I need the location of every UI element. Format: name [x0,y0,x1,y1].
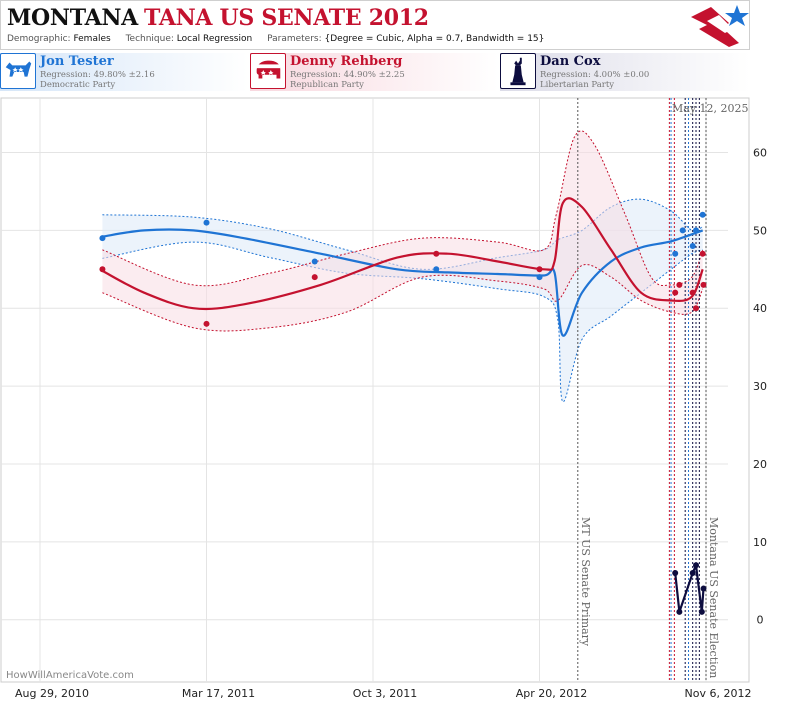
poll-point [536,274,543,281]
x-tick-label: Apr 20, 2012 [516,687,588,700]
parameter-line: Demographic: Females Technique: Local Re… [7,34,556,44]
poll-point [700,281,707,288]
trend-line [102,228,704,337]
poll-point [536,266,543,273]
annotation-label: Montana US Senate Election [707,517,720,678]
confidence-lower-line [102,241,703,403]
poll-point [99,235,106,242]
x-tick-label: Nov 6, 2012 [685,687,752,700]
poll-point [99,266,106,273]
donkey-icon [0,53,36,89]
y-tick-label: 10 [753,536,767,549]
candidate-name: Dan Cox [540,54,601,69]
y-tick-label: 30 [753,380,767,393]
axes: 0 10 20 30 40 50 60 Aug 29, 2010 Mar 17, 2011 Oct… [15,147,767,700]
y-tick-label: 0 [757,614,764,627]
confidence-upper-line [102,130,704,287]
site-logo-icon [691,5,749,47]
confidence-bands [102,130,704,403]
technique-value: Local Regression [176,34,253,44]
y-tick-label: 60 [753,147,767,160]
candidate-regression: Regression: 49.80% ±2.16 [40,70,155,80]
poll-point [700,585,707,592]
poll-point [676,281,683,288]
poll-point [676,608,683,615]
page-title: MONTANA TANA US SENATE 2012 [7,5,429,31]
event-lines: MT US Senate Primary Montana US Senate El… [577,98,720,682]
poll-point [672,289,679,296]
chart-header: MONTANA TANA US SENATE 2012 Demographic: … [0,0,750,50]
date-label: May 12, 2025 [672,102,749,115]
parameters-label: Parameters: [267,34,322,44]
poll-point [689,289,696,296]
candidate-card-tester: Jon Tester Regression: 49.80% ±2.16 Demo… [0,53,248,91]
poll-points [99,211,707,615]
x-tick-label: Mar 17, 2011 [182,687,255,700]
candidate-party: Republican Party [290,80,364,90]
trend-line [674,564,705,613]
x-tick-label: Oct 3, 2011 [353,687,418,700]
annotation-label: MT US Senate Primary [579,517,592,647]
title-race: TANA US SENATE 2012 [143,5,429,31]
elephant-icon [250,53,286,89]
candidate-name: Jon Tester [40,54,114,69]
y-tick-label: 20 [753,458,767,471]
poll-point [311,274,318,281]
poll-point [672,250,679,257]
plot-frame [0,97,750,683]
poll-point [203,320,210,327]
confidence-band [102,130,703,331]
candidate-regression: Regression: 4.00% ±0.00 [540,70,650,80]
poll-point [693,305,700,312]
poll-point [689,242,696,249]
poll-point [672,569,679,576]
candidate-party: Democratic Party [40,80,116,90]
poll-point [699,211,706,218]
y-tick-label: 40 [753,302,767,315]
confidence-lower-line [102,264,704,332]
technique-label: Technique: [125,34,174,44]
candidate-card-rehberg: Denny Rehberg Regression: 44.90% ±2.25 R… [250,53,498,91]
poll-point [693,227,700,234]
x-tick-label: Aug 29, 2010 [15,687,89,700]
parameters-value: {Degree = Cubic, Alpha = 0.7, Bandwidth … [324,34,545,44]
poll-point [433,266,440,273]
poll-point [699,250,706,257]
poll-point [433,250,440,257]
demographic-label: Demographic: [7,34,71,44]
demographic-value: Females [73,34,111,44]
poll-point [689,569,696,576]
statue-of-liberty-icon [500,53,536,89]
y-tick-label: 50 [753,224,767,237]
poll-point [679,227,686,234]
poll-point [698,608,705,615]
site-watermark: HowWillAmericaVote.com [6,670,134,681]
title-state: MONTANA [7,5,138,31]
candidate-card-cox: Dan Cox Regression: 4.00% ±0.00 Libertar… [500,53,750,91]
poll-point [203,219,210,226]
poll-point [311,258,318,265]
candidate-legend: Jon Tester Regression: 49.80% ±2.16 Demo… [0,53,750,93]
poll-point [693,562,700,569]
candidate-name: Denny Rehberg [290,54,403,69]
candidate-regression: Regression: 44.90% ±2.25 [290,70,405,80]
candidate-party: Libertarian Party [540,80,615,90]
